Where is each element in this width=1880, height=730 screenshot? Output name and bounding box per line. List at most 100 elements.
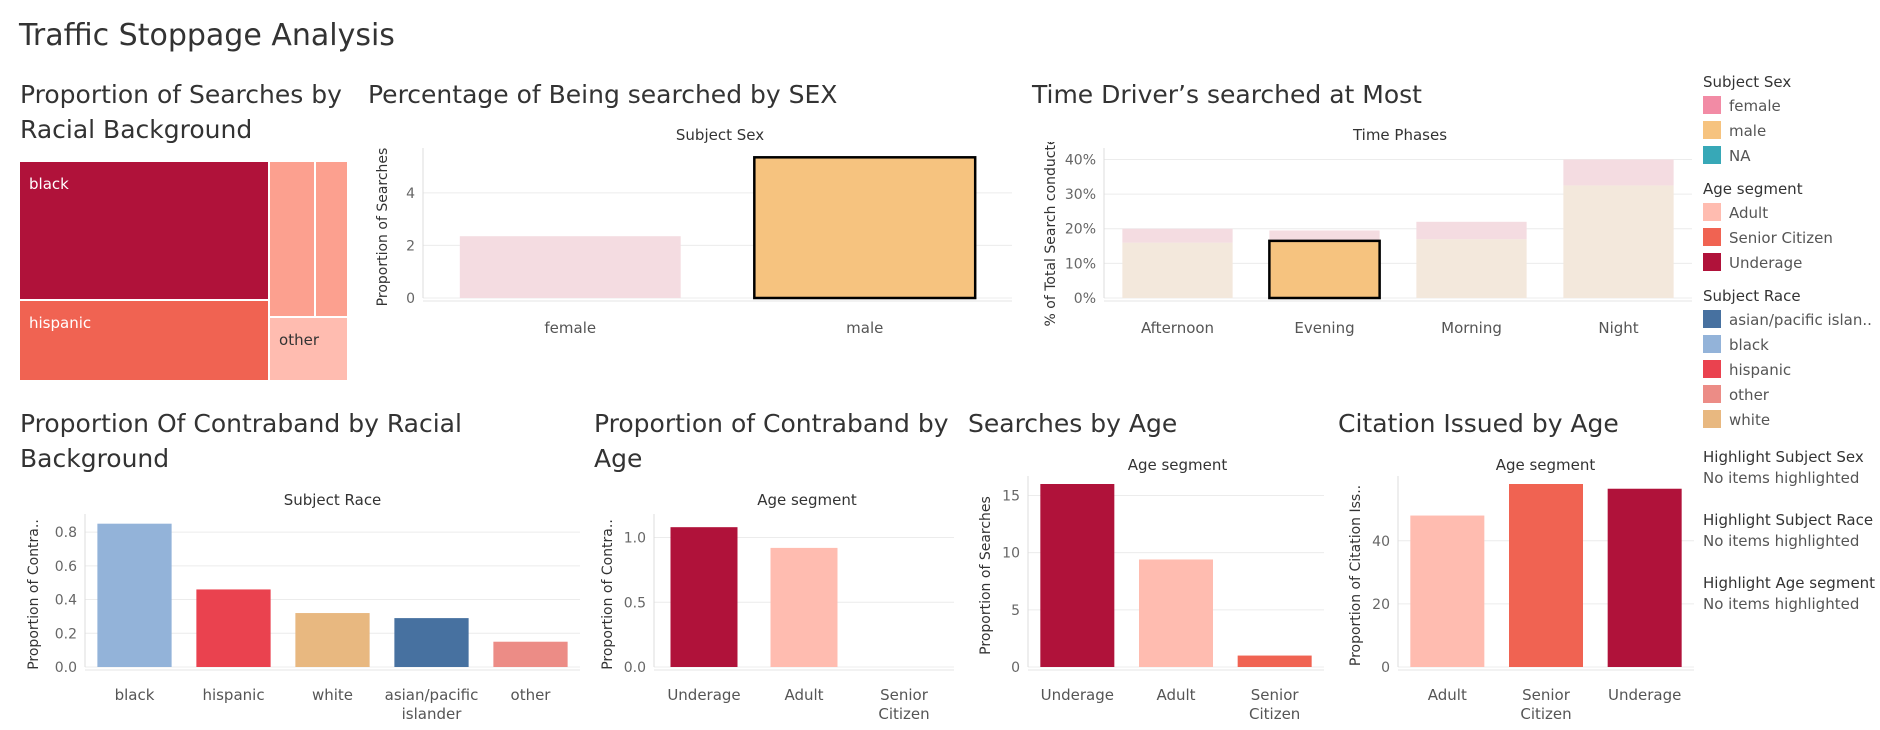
y-tick-label: 1.0 bbox=[624, 531, 646, 547]
bar-afternoon-seg0[interactable] bbox=[1122, 242, 1233, 298]
treemap-cell-unlabeled-2[interactable] bbox=[270, 162, 315, 316]
bar-evening-seg0[interactable] bbox=[1269, 240, 1380, 298]
highlight-panel: Highlight Subject Sex No items highlight… bbox=[1703, 448, 1878, 613]
x-tick-label-female: female bbox=[544, 319, 596, 337]
y-tick-label: 0.6 bbox=[55, 559, 77, 575]
bar-selection-outline bbox=[1268, 239, 1381, 300]
bar-underage[interactable] bbox=[670, 527, 738, 667]
y-tick-label: 20 bbox=[1372, 597, 1390, 613]
y-tick-label: 0% bbox=[1074, 291, 1096, 307]
x-tick-label-night: Night bbox=[1598, 319, 1638, 337]
highlight-race-value[interactable]: No items highlighted bbox=[1703, 532, 1860, 550]
bar-adult[interactable] bbox=[1410, 515, 1485, 667]
bar-senior-citizen[interactable] bbox=[1237, 655, 1312, 667]
time-chart[interactable]: 0% 10% 20% 30% 40% Afternoon Evening Morning Nig… bbox=[1040, 142, 1700, 392]
x-tick-label-senior-citizen: Senior bbox=[1251, 686, 1300, 704]
bar-afternoon-seg1[interactable] bbox=[1122, 228, 1233, 243]
bar-underage[interactable] bbox=[1607, 488, 1682, 667]
legend-item-senior[interactable]: Senior Citizen bbox=[1703, 228, 1878, 253]
swatch-adult bbox=[1703, 203, 1721, 221]
citation-age-title: Citation Issued by Age bbox=[1338, 409, 1619, 438]
legends-panel: Subject Sex female male NA Age segment A… bbox=[1703, 73, 1878, 435]
x-tick-label-other: other bbox=[511, 686, 552, 704]
swatch-hispanic bbox=[1703, 360, 1721, 378]
x-tick-label-asian-pacific-islander: islander bbox=[402, 705, 463, 723]
highlight-age-value[interactable]: No items highlighted bbox=[1703, 595, 1860, 613]
bar-white[interactable] bbox=[295, 613, 370, 667]
x-tick-label-senior-citizen: Senior bbox=[880, 686, 929, 704]
bar-male[interactable] bbox=[753, 156, 977, 300]
legend-item-adult[interactable]: Adult bbox=[1703, 203, 1878, 228]
contra-race-title: Proportion Of Contraband by Racial Backg… bbox=[20, 409, 462, 473]
x-tick-label-senior-citizen: Citizen bbox=[1249, 705, 1300, 723]
treemap-label-other: other bbox=[279, 330, 319, 349]
contra-age-title: Proportion of Contraband by Age bbox=[594, 409, 949, 473]
x-tick-label-evening: Evening bbox=[1294, 319, 1354, 337]
legend-item-male[interactable]: male bbox=[1703, 121, 1878, 146]
bar-night-seg1[interactable] bbox=[1563, 159, 1674, 186]
contra-race-chart[interactable]: 0.0 0.2 0.4 0.6 0.8 black hispanic white asian/p… bbox=[20, 508, 585, 730]
legend-item-hispanic[interactable]: hispanic bbox=[1703, 360, 1878, 385]
y-tick-label: 0.4 bbox=[55, 593, 77, 609]
x-tick-label-black: black bbox=[115, 686, 155, 704]
bar-evening-seg1[interactable] bbox=[1269, 230, 1380, 241]
time-chart-title: Time Driver’s searched at Most bbox=[1032, 80, 1422, 109]
y-tick-label: 0.2 bbox=[55, 626, 77, 642]
bar-night-seg0[interactable] bbox=[1563, 185, 1674, 298]
legend-item-na[interactable]: NA bbox=[1703, 146, 1878, 171]
bar-hispanic[interactable] bbox=[196, 589, 271, 667]
bar-black[interactable] bbox=[97, 523, 172, 667]
legend-item-white[interactable]: white bbox=[1703, 410, 1878, 435]
bar-adult[interactable] bbox=[1139, 559, 1213, 667]
swatch-other bbox=[1703, 385, 1721, 403]
legend-item-underage[interactable]: Underage bbox=[1703, 253, 1878, 278]
bar-morning-seg0[interactable] bbox=[1416, 239, 1527, 298]
y-axis-title: Proportion of Contra.. bbox=[600, 519, 616, 670]
sex-chart[interactable]: 0 2 4 female male Proportion of Searches bbox=[368, 142, 1020, 392]
search-age-title: Searches by Age bbox=[968, 409, 1178, 438]
highlight-sex-value[interactable]: No items highlighted bbox=[1703, 469, 1860, 487]
treemap-chart[interactable]: black hispanic other bbox=[20, 162, 349, 382]
legend-item-asian[interactable]: asian/pacific islan.. bbox=[1703, 310, 1878, 335]
legend-item-black[interactable]: black bbox=[1703, 335, 1878, 360]
treemap-cell-hispanic[interactable]: hispanic bbox=[20, 300, 269, 380]
bar-morning-seg1[interactable] bbox=[1416, 221, 1527, 240]
y-axis-title: Proportion of Citation Iss.. bbox=[1348, 485, 1364, 666]
y-tick-label: 0.0 bbox=[624, 660, 646, 676]
x-tick-label-white: white bbox=[312, 686, 353, 704]
dashboard-title: Traffic Stoppage Analysis bbox=[19, 18, 395, 53]
highlight-age-title: Highlight Age segment bbox=[1703, 574, 1876, 592]
bar-senior-citizen[interactable] bbox=[1509, 484, 1583, 667]
y-axis-title: Proportion of Contra.. bbox=[26, 519, 42, 670]
swatch-senior bbox=[1703, 228, 1721, 246]
x-tick-label-senior-citizen: Senior bbox=[1522, 686, 1571, 704]
treemap-cell-other[interactable]: other bbox=[270, 317, 347, 380]
x-tick-label-senior-citizen: Citizen bbox=[878, 705, 929, 723]
x-tick-label-adult: Adult bbox=[784, 686, 823, 704]
treemap-label-hispanic: hispanic bbox=[29, 313, 92, 332]
bar-female[interactable] bbox=[459, 236, 681, 298]
treemap-cell-unlabeled-3[interactable] bbox=[316, 162, 347, 316]
y-axis-title: Proportion of Searches bbox=[978, 496, 994, 655]
legend-item-female[interactable]: female bbox=[1703, 96, 1878, 121]
x-tick-label-adult: Adult bbox=[1156, 686, 1195, 704]
y-tick-label: 2 bbox=[406, 238, 415, 254]
contra-age-header: Age segment bbox=[757, 491, 857, 509]
legend-sex-title: Subject Sex bbox=[1703, 73, 1792, 91]
bar-underage[interactable] bbox=[1040, 484, 1115, 667]
swatch-male bbox=[1703, 121, 1721, 139]
x-tick-label-morning: Morning bbox=[1441, 319, 1502, 337]
treemap-label-black: black bbox=[29, 175, 69, 193]
bar-asian-pacific-islander[interactable] bbox=[394, 618, 469, 667]
legend-item-other[interactable]: other bbox=[1703, 385, 1878, 410]
x-tick-label-underage: Underage bbox=[1041, 686, 1114, 704]
bar-adult[interactable] bbox=[770, 547, 838, 667]
bar-other[interactable] bbox=[493, 641, 568, 667]
highlight-race-title: Highlight Subject Race bbox=[1703, 511, 1874, 529]
treemap-cell-black[interactable]: black bbox=[20, 162, 269, 299]
y-tick-label: 10% bbox=[1065, 256, 1096, 272]
x-tick-label-underage: Underage bbox=[667, 686, 740, 704]
